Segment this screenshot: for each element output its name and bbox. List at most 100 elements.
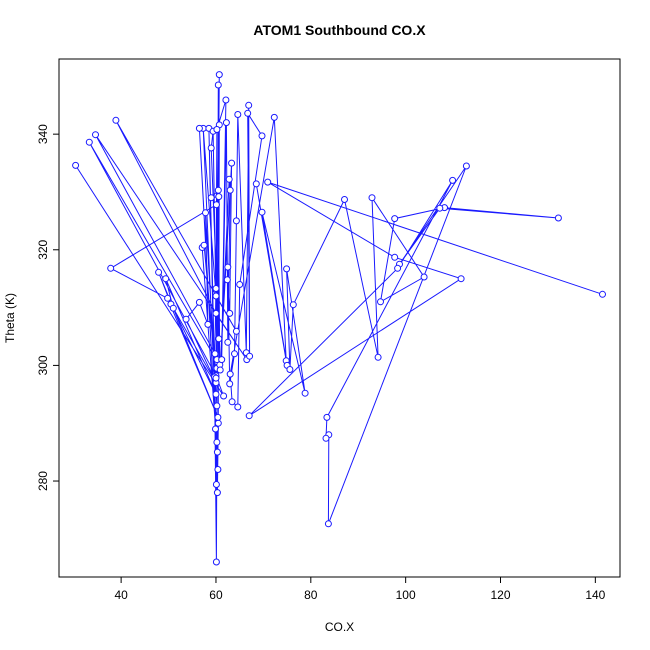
data-point [213,448,221,456]
series-layer [72,71,606,566]
data-point [212,309,220,317]
data-point [228,398,236,406]
data-point [212,374,220,382]
data-point [244,109,252,117]
data-point [258,208,266,216]
data-point [234,403,242,411]
x-tick-label: 140 [585,588,605,602]
data-point [220,392,228,400]
x-tick-label: 120 [490,588,510,602]
data-point [226,186,234,194]
chart-title: ATOM1 Southbound CO.X [253,22,426,38]
y-tick-label: 320 [36,239,50,259]
data-point [368,194,376,202]
data-point [169,304,177,312]
data-point [195,124,203,132]
data-point [245,101,253,109]
x-axis-label: CO.X [325,620,354,634]
data-point [72,161,80,169]
data-point [212,201,220,209]
data-point [283,265,291,273]
data-point [323,413,331,421]
data-point [164,294,172,302]
data-point [231,350,238,358]
data-point [207,144,215,152]
x-tick-label: 80 [304,588,318,602]
data-point [436,204,444,212]
data-point [599,290,606,298]
data-point [200,241,208,249]
data-point [182,315,190,323]
data-point [394,264,402,272]
x-tick-label: 100 [396,588,416,602]
data-point [213,402,221,410]
data-point [258,132,266,140]
data-point [286,366,294,373]
data-point [215,71,223,79]
data-point [301,389,309,397]
y-axis-label: Theta (K) [3,293,17,343]
data-point [202,209,209,217]
data-point [195,298,203,306]
data-point [245,412,253,420]
data-point [391,215,399,223]
data-point [374,353,382,361]
data-point [214,186,222,194]
data-point [214,413,222,421]
data-point [324,520,332,528]
data-point [222,119,230,127]
data-point [226,380,234,388]
data-point [213,438,221,446]
data-point [236,281,244,288]
data-point [252,180,260,188]
data-point [234,111,242,118]
data-point [213,489,221,497]
y-tick-label: 300 [36,355,50,375]
data-point [341,196,348,203]
data-point [554,214,562,222]
y-tick-label: 340 [36,124,50,144]
data-point [215,193,223,201]
data-point [214,466,222,473]
data-point [215,335,223,343]
data-point [232,327,240,335]
data-point [214,419,222,427]
data-point [270,113,278,121]
data-point [264,178,272,186]
data-point [391,253,399,261]
data-point [246,352,254,360]
data-point [213,126,221,133]
data-point [212,481,220,488]
data-point [218,356,226,364]
x-axis: 40 60 80 100 120 140 [114,577,606,602]
data-point [462,162,470,170]
data-point [216,366,224,374]
data-point [212,285,220,292]
data-point [226,370,234,378]
data-point [222,96,230,104]
data-point [204,320,212,328]
data-point [92,131,99,139]
data-point [224,263,232,271]
data-point [211,350,219,358]
data-point [214,81,222,89]
data-point [377,298,384,306]
data-point [232,217,240,225]
data-point [457,275,465,283]
x-tick-label: 40 [114,588,128,602]
data-point [85,138,93,146]
data-point [155,268,163,276]
data-point [107,264,115,272]
x-tick-label: 60 [209,588,223,602]
data-point [112,116,120,124]
data-point [226,309,234,317]
data-point [162,275,170,283]
data-point [449,176,457,184]
data-point [420,273,428,281]
y-axis: 280 300 320 340 [36,124,59,491]
data-point [225,175,233,183]
data-point [212,292,220,300]
data-point [223,276,231,284]
plot-frame [58,58,621,578]
